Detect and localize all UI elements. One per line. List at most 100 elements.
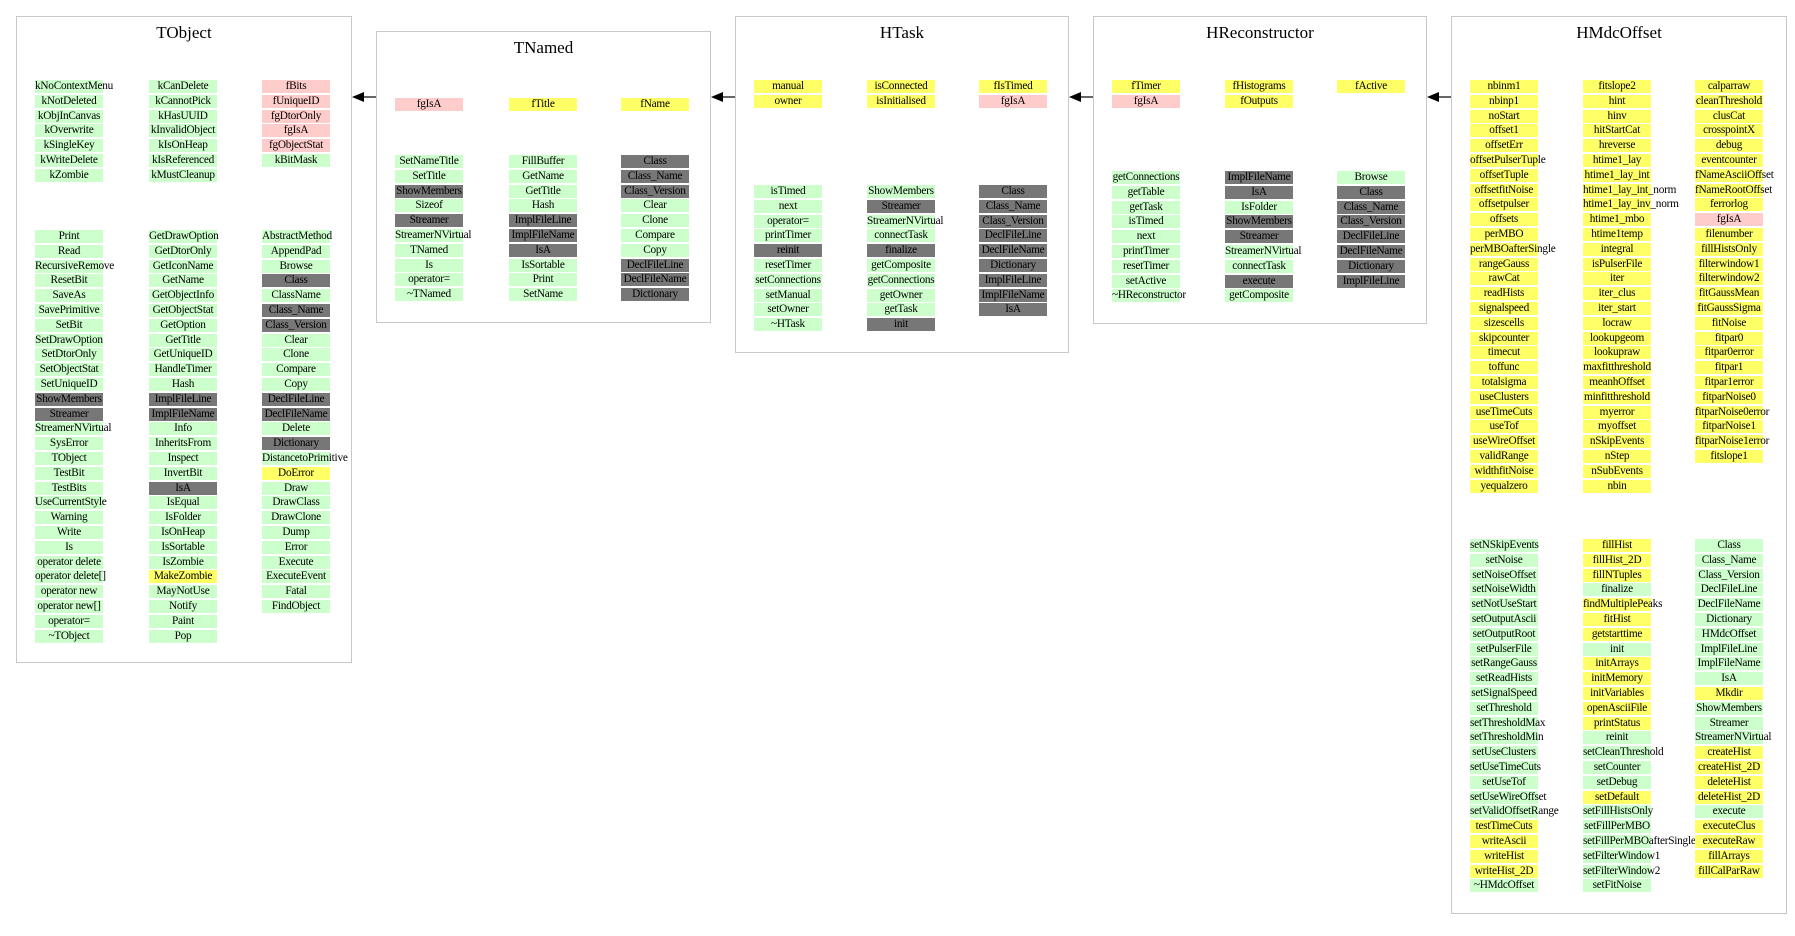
method: InvertBit xyxy=(149,466,217,480)
data-member: fgIsA xyxy=(262,124,330,138)
method: InheritsFrom xyxy=(149,437,217,451)
data-member: fitslope1 xyxy=(1695,449,1763,463)
methods-column: Class Class_Name Class_Version Clear Clone Co… xyxy=(621,155,689,303)
data-member: fitpar0 xyxy=(1695,331,1763,345)
method: ImplFileLine xyxy=(1695,642,1763,656)
method: connectTask xyxy=(867,229,935,243)
method: setThresholdMin xyxy=(1470,731,1544,745)
data-member: cleanThreshold xyxy=(1695,94,1763,108)
data-member: fitNoise xyxy=(1695,316,1763,330)
method: fillHist xyxy=(1583,539,1651,552)
method: IsSortable xyxy=(149,540,217,554)
method: setNoise xyxy=(1470,553,1538,567)
data-column: isConnected isInitialised xyxy=(867,80,935,110)
data-member: isConnected xyxy=(867,80,935,93)
data-member: offsets xyxy=(1470,213,1538,227)
method: Read xyxy=(35,244,103,258)
method: FillBuffer xyxy=(509,155,577,168)
method: reinit xyxy=(1583,731,1651,745)
data-member: lookupgeom xyxy=(1583,331,1651,345)
data-member: fitparNoise1 xyxy=(1695,420,1763,434)
method: Paint xyxy=(149,614,217,628)
method: IsA xyxy=(509,243,577,257)
method: setUseClusters xyxy=(1470,746,1538,760)
method: operator= xyxy=(754,214,822,228)
method: fillCalParRaw xyxy=(1695,864,1763,878)
method: DeclFileName xyxy=(979,244,1047,258)
method: Class_Version xyxy=(621,184,689,198)
method: SaveAs xyxy=(35,289,103,303)
method: Clone xyxy=(262,348,330,362)
method: setUseWireOffset xyxy=(1470,790,1547,804)
methods-column: Class Class_Name Class_Version DeclFileLine… xyxy=(1695,539,1772,879)
method: initArrays xyxy=(1583,657,1651,671)
method: DrawClass xyxy=(262,496,330,510)
method: DeclFileLine xyxy=(621,258,689,272)
data-member: kMustCleanup xyxy=(149,168,217,182)
method: IsSortable xyxy=(509,258,577,272)
data-member: fgIsA xyxy=(979,94,1047,108)
data-member: iter_clus xyxy=(1583,287,1651,301)
class-title: TObject xyxy=(156,23,212,42)
data-column: fHistograms fOutputs xyxy=(1225,80,1293,110)
data-member: fillHistsOnly xyxy=(1695,242,1763,256)
method: setCounter xyxy=(1583,760,1651,774)
data-column: kCanDelete kCannotPick kHasUUID kInvalidObj… xyxy=(149,80,217,184)
methods-column: ImplFileName IsA IsFolder ShowMembers Stream… xyxy=(1225,171,1302,304)
method: getConnections xyxy=(1112,171,1180,184)
data-member: fIsTimed xyxy=(979,80,1047,93)
method: executeClus xyxy=(1695,820,1763,834)
method: initVariables xyxy=(1583,686,1651,700)
method: Class_Name xyxy=(621,169,689,183)
method: IsA xyxy=(1695,672,1763,686)
data-column: fIsTimed fgIsA xyxy=(979,80,1047,110)
method: fillHist_2D xyxy=(1583,553,1651,567)
methods-column: GetDrawOption GetDtorOnly GetIconName GetNa… xyxy=(149,230,219,644)
method: getTask xyxy=(867,303,935,317)
data-member: fTitle xyxy=(509,98,577,111)
data-member: filenumber xyxy=(1695,227,1763,241)
method: setOutputAscii xyxy=(1470,612,1538,626)
method: printTimer xyxy=(754,229,822,243)
data-member: kNoContextMenu xyxy=(35,80,114,93)
method: setUseTof xyxy=(1470,775,1538,789)
data-member: fTimer xyxy=(1112,80,1180,93)
method: Streamer xyxy=(395,214,463,228)
method: ClassName xyxy=(262,289,330,303)
data-column: fBits fUniqueID fgDtorOnly fgIsA fgObjectSta… xyxy=(262,80,330,169)
method: DeclFileName xyxy=(1337,244,1405,258)
method: setManual xyxy=(754,288,822,302)
methods-column: ShowMembers Streamer StreamerNVirtual conne… xyxy=(867,185,944,333)
method: SetObjectStat xyxy=(35,363,103,377)
data-member: fgObjectStat xyxy=(262,139,330,153)
method: ShowMembers xyxy=(867,185,935,198)
method: init xyxy=(1583,642,1651,656)
method: Class xyxy=(262,274,330,288)
method: Class xyxy=(621,155,689,168)
data-member: nbinp1 xyxy=(1470,94,1538,108)
data-member: offsetpulser xyxy=(1470,198,1538,212)
method: Class_Name xyxy=(1337,200,1405,214)
method: setNoiseOffset xyxy=(1470,568,1538,582)
method: setOwner xyxy=(754,303,822,317)
data-member: kCannotPick xyxy=(149,94,217,108)
method: ImplFileName xyxy=(1695,657,1763,671)
method: Write xyxy=(35,525,103,539)
methods-column: getConnections getTable getTask isTimed next… xyxy=(1112,171,1186,304)
data-member: kBitMask xyxy=(262,153,330,167)
method: getConnections xyxy=(867,273,935,287)
method: Dump xyxy=(262,525,330,539)
method: setCleanThreshold xyxy=(1583,746,1664,760)
method: operator delete[] xyxy=(35,570,106,584)
data-member: eventcounter xyxy=(1695,153,1763,167)
method: Error xyxy=(262,540,330,554)
method: IsFolder xyxy=(149,511,217,525)
method: DeclFileName xyxy=(262,407,330,421)
method: operator= xyxy=(35,614,103,628)
methods-column: setNSkipEvents setNoise setNoiseOffset setN… xyxy=(1470,539,1559,894)
method: GetIconName xyxy=(149,259,217,273)
method: Streamer xyxy=(35,407,103,421)
data-column: fgIsA xyxy=(395,98,463,113)
method: reinit xyxy=(754,244,822,258)
method: testTimeCuts xyxy=(1470,820,1538,834)
